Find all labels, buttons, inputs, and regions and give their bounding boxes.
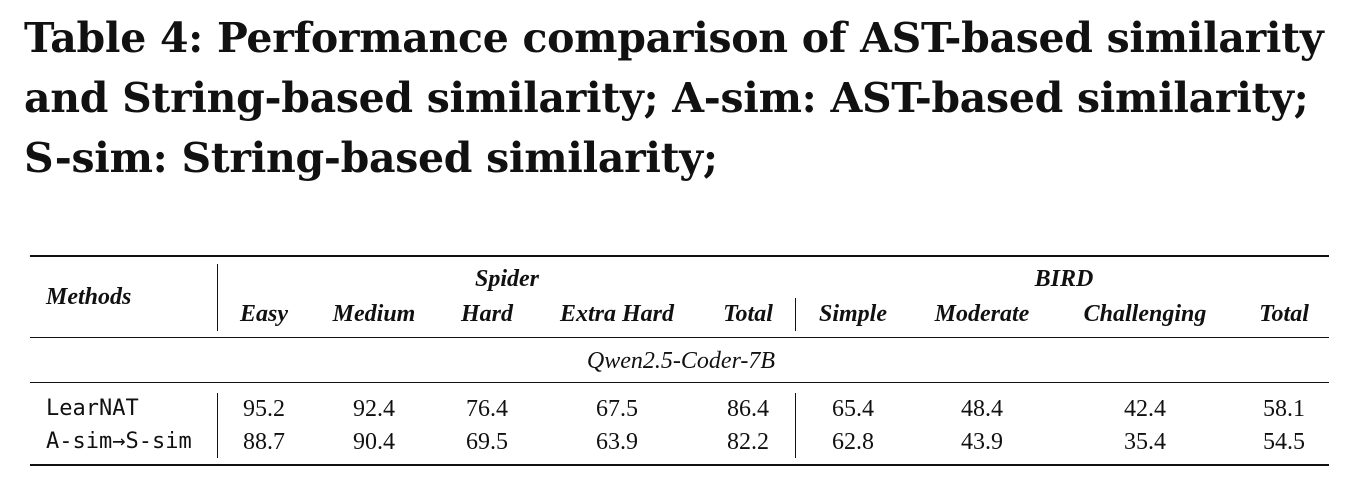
table-top-rule (30, 255, 1329, 257)
table-cell: 35.4 (1124, 429, 1166, 455)
table-cell: 90.4 (353, 429, 395, 455)
table-cell: 88.7 (243, 429, 285, 455)
table-cell: 92.4 (353, 396, 395, 422)
table-cell: 67.5 (596, 396, 638, 422)
col-header-bird-challenging: Challenging (1083, 301, 1207, 327)
model-section-label: Qwen2.5-Coder-7B (586, 348, 776, 374)
col-header-bird-total: Total (1259, 301, 1309, 327)
methods-divider-header (217, 264, 219, 331)
methods-header: Methods (46, 284, 132, 310)
table-cell: 95.2 (243, 396, 285, 422)
table-cell: 54.5 (1263, 429, 1305, 455)
methods-divider-body (217, 393, 219, 458)
bird-group-header: BIRD (1034, 266, 1094, 292)
table-cell: 48.4 (961, 396, 1003, 422)
table-cell: 65.4 (832, 396, 874, 422)
spider-group-header: Spider (474, 266, 540, 292)
group-divider-body (795, 393, 797, 458)
col-header-bird-simple: Simple (818, 301, 888, 327)
table-caption: Table 4: Performance comparison of AST-b… (24, 14, 1324, 182)
table-cell: 69.5 (466, 429, 508, 455)
row-method-label: LearNAT (46, 396, 139, 421)
col-header-spider-medium: Medium (332, 301, 416, 327)
table-cell: 82.2 (727, 429, 769, 455)
col-header-spider-hard: Hard (460, 301, 514, 327)
section-bottom-rule (30, 382, 1329, 384)
col-header-bird-moderate: Moderate (934, 301, 1030, 327)
group-divider-header (795, 298, 797, 331)
table-bottom-rule (30, 464, 1329, 466)
col-header-spider-extra-hard: Extra Hard (559, 301, 675, 327)
table-cell: 62.8 (832, 429, 874, 455)
row-method-label: A-sim→S-sim (46, 429, 192, 454)
table-cell: 86.4 (727, 396, 769, 422)
header-bottom-rule (30, 337, 1329, 339)
col-header-spider-total: Total (723, 301, 773, 327)
table-cell: 63.9 (596, 429, 638, 455)
table-cell: 58.1 (1263, 396, 1305, 422)
table-cell: 43.9 (961, 429, 1003, 455)
col-header-spider-easy: Easy (240, 301, 288, 327)
table-cell: 76.4 (466, 396, 508, 422)
table-cell: 42.4 (1124, 396, 1166, 422)
